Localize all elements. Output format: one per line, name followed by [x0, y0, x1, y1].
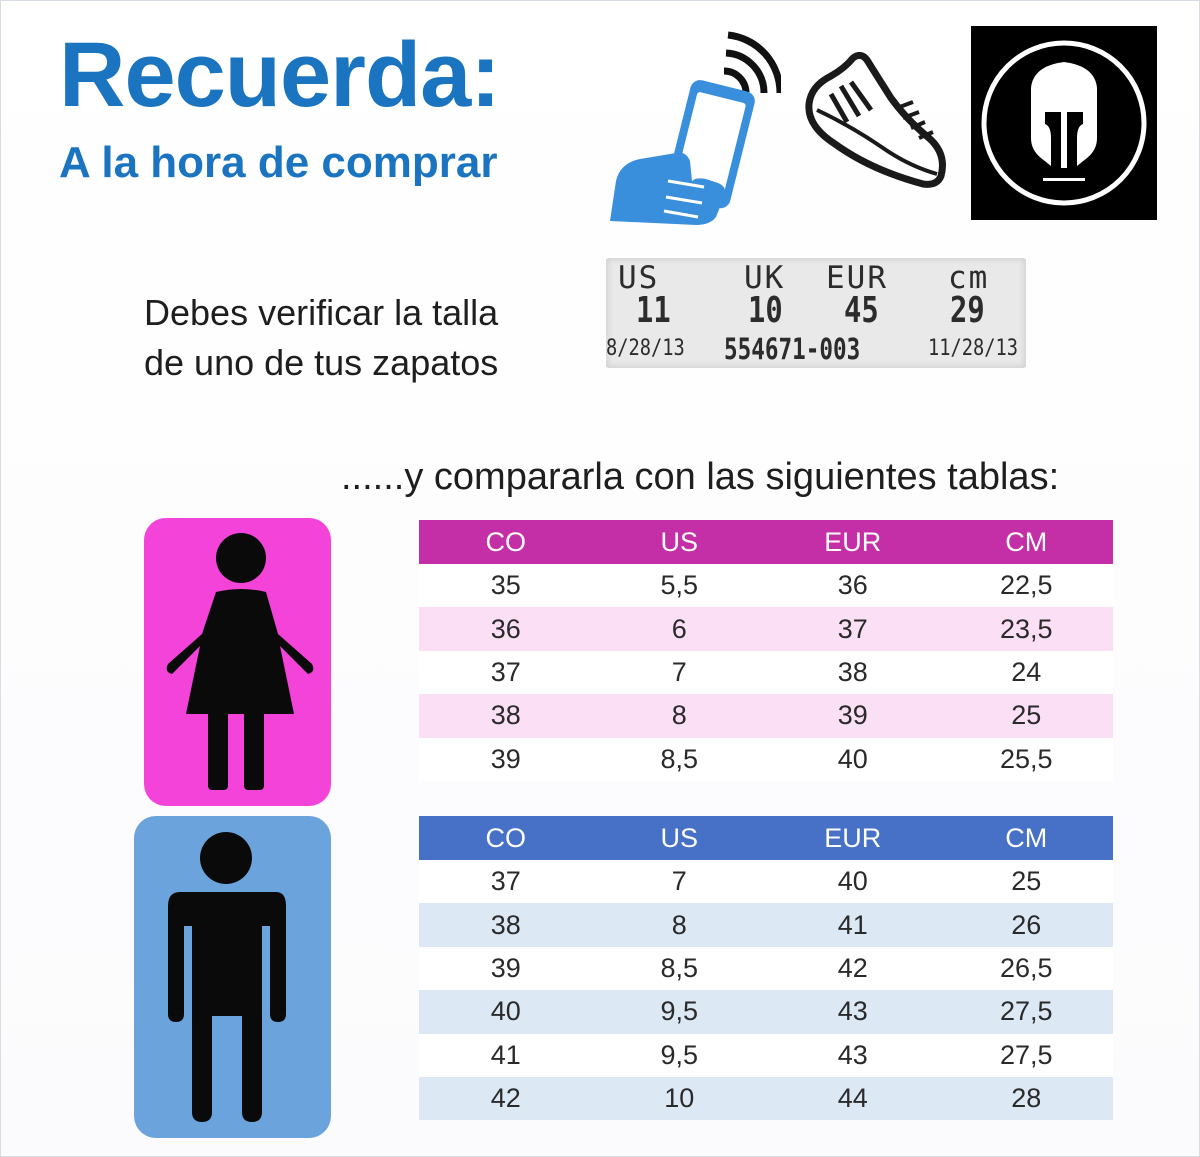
cell-cm: 26: [1011, 909, 1042, 940]
tag-value-uk: 10: [748, 290, 783, 331]
man-icon: [134, 816, 331, 1138]
cell-eur: 44: [837, 1083, 868, 1114]
tag-value-cm: 29: [950, 290, 985, 331]
cell-cm: 27,5: [999, 1039, 1053, 1070]
cell-eur: 41: [837, 909, 868, 940]
cell-eur: 36: [837, 570, 868, 601]
tag-header-cm: cm: [948, 260, 990, 296]
cell-us: 6: [671, 613, 687, 644]
shoe-icon: [801, 46, 951, 191]
cell-eur: 38: [837, 656, 868, 687]
cell-co: 38: [490, 909, 521, 940]
cell-co: 37: [490, 656, 521, 687]
cell-eur: 40: [837, 743, 868, 774]
cell-cm: 24: [1011, 656, 1042, 687]
tag-header-uk: UK: [744, 260, 786, 296]
compare-instructions: ......y compararla con las siguientes ta…: [341, 456, 1060, 498]
column-header-us: US: [660, 526, 698, 557]
cell-cm: 25: [1011, 700, 1042, 731]
table-row: 35 5,5 36 22,5: [419, 564, 1113, 608]
cell-co: 38: [490, 700, 521, 731]
cell-co: 41: [490, 1039, 521, 1070]
men-size-table: CO US EUR CM 37 7 40 25 38 8 41 26 39 8,…: [419, 816, 1113, 1121]
cell-eur: 42: [837, 952, 868, 983]
verify-instructions: Debes verificar la talla de uno de tus z…: [144, 288, 574, 388]
tag-value-eur: 45: [844, 290, 879, 331]
cell-eur: 37: [837, 613, 868, 644]
cell-us: 8,5: [660, 743, 699, 774]
column-header-co: CO: [485, 526, 527, 557]
cell-cm: 26,5: [999, 952, 1053, 983]
cell-cm: 28: [1011, 1083, 1042, 1114]
cell-us: 9,5: [660, 996, 699, 1027]
tag-header-eur: EUR: [826, 260, 888, 296]
table-row: 40 9,5 43 27,5: [419, 990, 1113, 1034]
cell-us: 7: [671, 866, 687, 897]
cell-us: 10: [664, 1083, 695, 1114]
phone-icon: [606, 31, 784, 226]
cell-cm: 23,5: [999, 613, 1053, 644]
cell-co: 35: [490, 570, 521, 601]
table-header-row: CO US EUR CM: [419, 520, 1113, 564]
cell-us: 9,5: [660, 1039, 699, 1070]
cell-cm: 25,5: [999, 743, 1053, 774]
table-row: 38 8 39 25: [419, 694, 1113, 738]
tag-date-right: 11/28/13: [928, 336, 1019, 361]
column-header-eur: EUR: [824, 822, 882, 853]
cell-co: 36: [490, 613, 521, 644]
table-row: 37 7 40 25: [419, 860, 1113, 904]
cell-us: 8: [671, 700, 687, 731]
cell-co: 37: [490, 866, 521, 897]
verify-line-1: Debes verificar la talla: [144, 292, 499, 333]
cell-cm: 27,5: [999, 996, 1053, 1027]
table-row: 39 8,5 42 26,5: [419, 946, 1113, 991]
cell-us: 5,5: [660, 570, 699, 601]
column-header-co: CO: [485, 822, 527, 853]
cell-cm: 25: [1011, 866, 1042, 897]
table-row: 39 8,5 40 25,5: [419, 737, 1113, 781]
cell-co: 42: [490, 1083, 521, 1114]
tag-product-code: 554671-003: [724, 332, 861, 366]
tag-date-left: 8/28/13: [606, 336, 685, 361]
cell-eur: 43: [837, 1039, 868, 1070]
table-row: 37 7 38 24: [419, 650, 1113, 695]
cell-eur: 39: [837, 700, 868, 731]
table-row: 38 8 41 26: [419, 903, 1113, 947]
tag-header-us: US: [618, 260, 660, 296]
column-header-eur: EUR: [824, 526, 882, 557]
spartan-helmet-logo: [971, 26, 1157, 220]
table-header-row: CO US EUR CM: [419, 816, 1113, 860]
cell-us: 8: [671, 909, 687, 940]
tag-value-us: 11: [636, 290, 671, 331]
cell-co: 40: [490, 996, 521, 1027]
women-size-table: CO US EUR CM 35 5,5 36 22,5 36 6 37 23,5…: [419, 520, 1113, 781]
cell-us: 7: [671, 656, 687, 687]
shoe-size-tag: US UK EUR cm 11 10 45 29 8/28/13 554671-…: [606, 258, 1026, 368]
cell-co: 39: [490, 743, 521, 774]
verify-line-2: de uno de tus zapatos: [144, 342, 499, 383]
cell-eur: 43: [837, 996, 868, 1027]
table-row: 36 6 37 23,5: [419, 607, 1113, 651]
cell-us: 8,5: [660, 952, 699, 983]
column-header-us: US: [660, 822, 698, 853]
page-title: Recuerda:: [59, 24, 501, 126]
cell-cm: 22,5: [999, 570, 1053, 601]
table-row: 41 9,5 43 27,5: [419, 1033, 1113, 1077]
cell-eur: 40: [837, 866, 868, 897]
woman-icon: [144, 518, 331, 806]
column-header-cm: CM: [1005, 822, 1048, 853]
page-subtitle: A la hora de comprar: [59, 138, 498, 187]
column-header-cm: CM: [1005, 526, 1048, 557]
table-row: 42 10 44 28: [419, 1076, 1113, 1121]
cell-co: 39: [490, 952, 521, 983]
